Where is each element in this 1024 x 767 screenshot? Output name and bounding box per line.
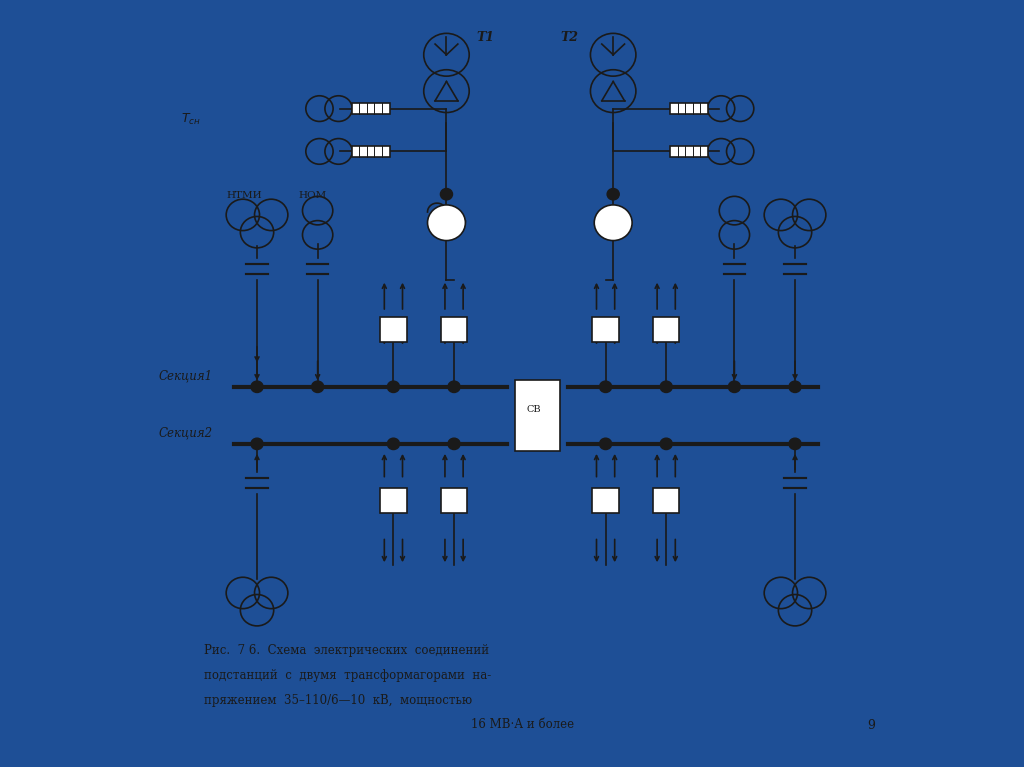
Bar	[592, 318, 618, 342]
Circle shape	[440, 189, 453, 200]
Text: Рис.  7 6.  Схема  электрических  соединений: Рис. 7 6. Схема электрических соединений	[204, 644, 489, 657]
Text: пряжением  35–110/6—10  кВ,  мощностью: пряжением 35–110/6—10 кВ, мощностью	[204, 693, 472, 706]
Circle shape	[660, 438, 673, 449]
Bar	[653, 489, 680, 513]
Text: 16 МВ·А и более: 16 МВ·А и более	[471, 719, 573, 732]
Bar	[670, 146, 708, 157]
Bar	[670, 103, 708, 114]
Bar	[440, 318, 467, 342]
Circle shape	[447, 381, 460, 393]
Circle shape	[594, 205, 632, 241]
Circle shape	[447, 438, 460, 449]
Text: подстанций  с  двумя  трансформагорами  на-: подстанций с двумя трансформагорами на-	[204, 669, 492, 682]
Text: T2: T2	[560, 31, 579, 44]
Circle shape	[311, 381, 324, 393]
Bar	[592, 489, 618, 513]
Circle shape	[788, 438, 801, 449]
Text: СВ: СВ	[526, 405, 541, 413]
Circle shape	[428, 205, 466, 241]
Text: Секция2: Секция2	[159, 426, 213, 439]
Text: $T_{cн}$: $T_{cн}$	[181, 112, 201, 127]
Bar	[653, 318, 680, 342]
Text: T1: T1	[477, 31, 495, 44]
Circle shape	[251, 381, 263, 393]
Circle shape	[599, 381, 611, 393]
Circle shape	[387, 381, 399, 393]
Bar	[380, 489, 407, 513]
Bar	[440, 489, 467, 513]
Text: Секция1: Секция1	[159, 370, 213, 383]
Text: 9: 9	[867, 719, 874, 732]
Bar	[380, 318, 407, 342]
Circle shape	[607, 189, 620, 200]
Bar	[515, 380, 560, 451]
Circle shape	[788, 381, 801, 393]
Circle shape	[387, 438, 399, 449]
Text: НОМ: НОМ	[299, 191, 327, 199]
Circle shape	[728, 381, 740, 393]
Circle shape	[251, 438, 263, 449]
Circle shape	[660, 381, 673, 393]
Text: НТМИ: НТМИ	[226, 191, 262, 199]
Bar	[352, 146, 390, 157]
Bar	[352, 103, 390, 114]
Circle shape	[599, 438, 611, 449]
